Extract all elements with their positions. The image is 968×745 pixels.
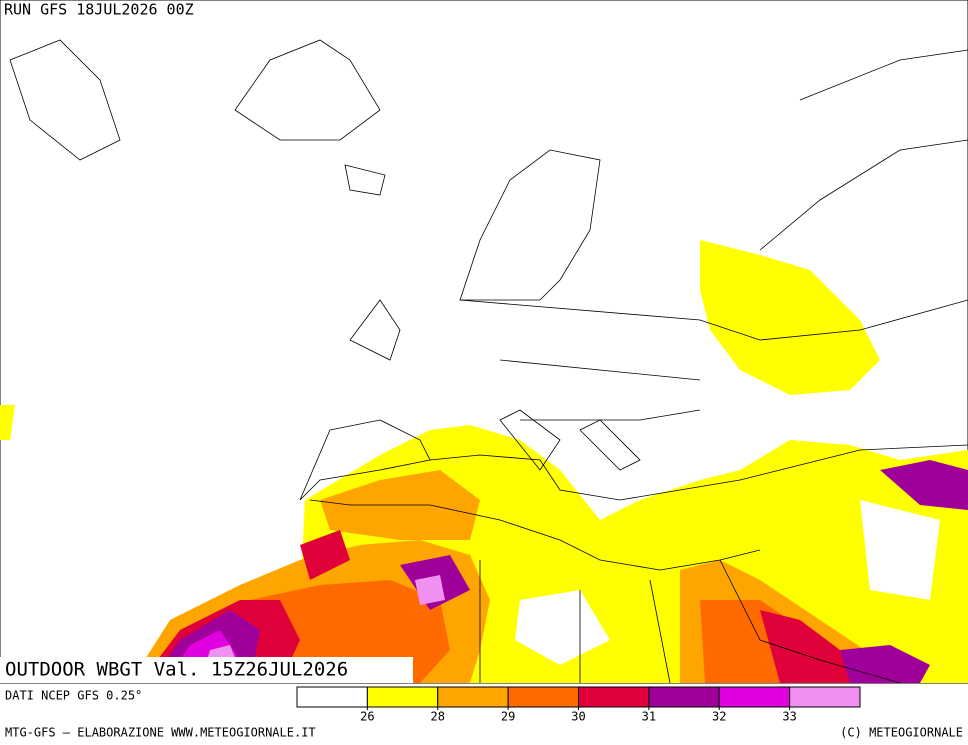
map-title: OUTDOOR WBGT Val. 15Z26JUL2026 (5, 659, 348, 681)
run-label: RUN GFS 18JUL2026 00Z (4, 1, 194, 19)
legend-tick-label: 28 (431, 710, 445, 724)
heat-white-gaps (515, 500, 940, 665)
legend-swatch (507, 686, 579, 708)
copyright-label: (C) METEOGIORNALE (840, 726, 963, 740)
legend-swatch (648, 686, 720, 708)
legend-swatch (296, 686, 368, 708)
credit-label: MTG-GFS – ELABORAZIONE WWW.METEOGIORNALE… (5, 726, 316, 740)
legend-tick-label: 33 (782, 710, 796, 724)
title-box (0, 657, 413, 683)
legend-tick-label: 29 (501, 710, 515, 724)
legend-swatch (718, 686, 791, 708)
legend-tick-label: 26 (360, 710, 374, 724)
map: RUN GFS 18JUL2026 00Z OUTDOOR WBGT Val. … (0, 0, 968, 684)
color-legend: 26 28 29 30 31 32 33 (296, 686, 861, 724)
legend-swatch (578, 686, 650, 708)
legend-tick-label: 31 (642, 710, 656, 724)
legend-tick-label: 32 (712, 710, 726, 724)
legend-tick-label: 30 (571, 710, 585, 724)
coastlines (9, 39, 968, 684)
legend-swatch (366, 686, 439, 708)
legend-swatch (437, 686, 509, 708)
source-label: DATI NCEP GFS 0.25° (5, 689, 142, 703)
legend-swatch (789, 686, 861, 708)
